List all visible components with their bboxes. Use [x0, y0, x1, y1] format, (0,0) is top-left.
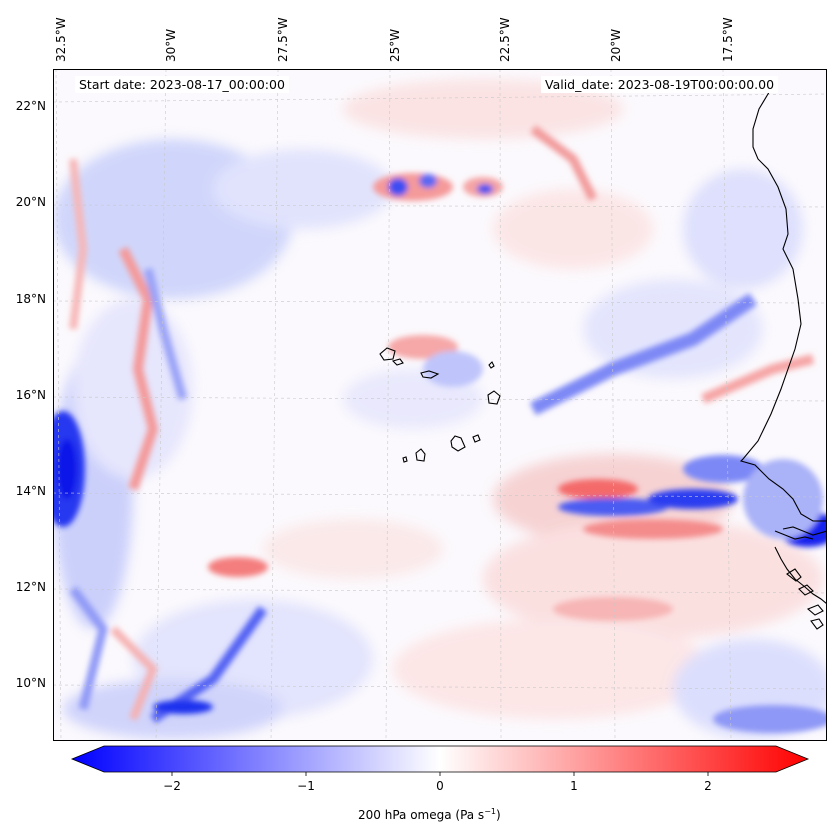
- colorbar-ticks: [171, 772, 709, 776]
- graticule: [53, 69, 827, 741]
- colorbar-tick-label: 0: [436, 779, 444, 793]
- colorbar-label-exponent: −1: [484, 807, 496, 816]
- coastline: [379, 88, 827, 630]
- lat-label: 12°N: [15, 580, 46, 594]
- colorbar-tick-label: 1: [570, 779, 578, 793]
- colorbar-label: 200 hPa omega (Pa s−1): [358, 807, 501, 822]
- colorbar-label-text: 200 hPa omega (Pa s: [358, 808, 485, 822]
- colorbar-label-close: ): [495, 808, 501, 822]
- lon-label: 25°W: [388, 28, 402, 62]
- valid-date-label: Valid_date: 2023-08-19T00:00:00.00: [541, 76, 779, 93]
- start-date-label: Start date: 2023-08-17_00:00:00: [75, 76, 289, 93]
- colorbar-tick-label: −2: [163, 779, 181, 793]
- lon-label: 22.5°W: [498, 17, 512, 62]
- lon-label: 30°W: [164, 28, 178, 62]
- lat-label: 10°N: [15, 676, 46, 690]
- lon-label: 27.5°W: [276, 17, 290, 62]
- lat-label: 14°N: [15, 484, 46, 498]
- lat-label: 18°N: [15, 292, 46, 306]
- lat-label: 22°N: [15, 99, 46, 113]
- lon-label: 32.5°W: [54, 17, 68, 62]
- colorbar-tick-label: 2: [704, 779, 712, 793]
- omega-field: [53, 79, 827, 739]
- colorbar-tick-label: −1: [297, 779, 315, 793]
- lat-label: 20°N: [15, 195, 46, 209]
- colorbar: [70, 745, 810, 776]
- lat-label: 16°N: [15, 388, 46, 402]
- lon-label: 20°W: [609, 28, 623, 62]
- lon-label: 17.5°W: [721, 17, 735, 62]
- omega-map: [53, 69, 827, 741]
